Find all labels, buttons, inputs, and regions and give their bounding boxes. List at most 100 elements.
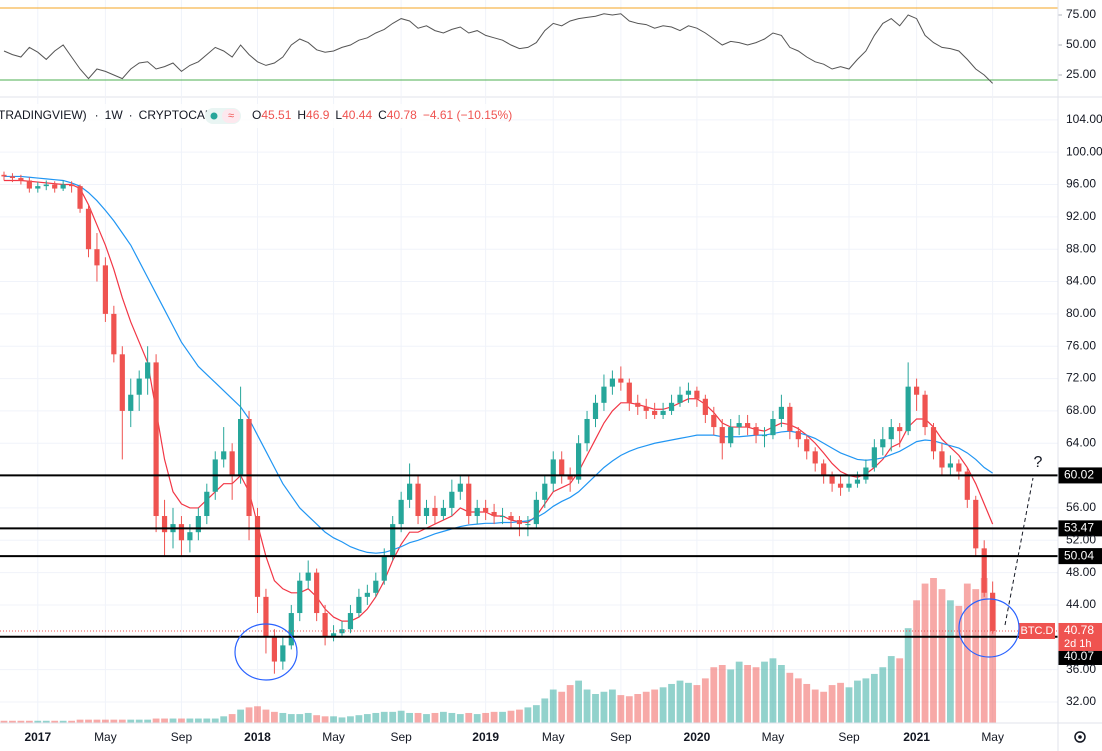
volume-bar (904, 628, 912, 723)
volume-bar (313, 715, 321, 723)
volume-bar (828, 685, 836, 723)
candle-body (804, 439, 810, 452)
candle-body (297, 580, 303, 614)
volume-bar (169, 718, 177, 723)
candle-body (483, 507, 489, 512)
legend-ohlc: O45.51 H46.9 L40.44 C40.78 −4.61 (−10.15%) (252, 108, 512, 122)
candle-body (77, 186, 83, 209)
candle-body (871, 447, 877, 468)
rsi-line (3, 13, 994, 84)
candle-body (102, 265, 108, 314)
candle-body (381, 556, 387, 581)
candle-body (846, 483, 852, 488)
candle-body (52, 184, 58, 189)
volume-bar (220, 716, 228, 723)
volume-bar (465, 712, 473, 723)
x-tick-label: 2020 (684, 730, 711, 744)
volume-bar (693, 685, 701, 723)
volume-bar (456, 714, 464, 723)
volume-bar (879, 667, 887, 723)
volume-bar (583, 689, 591, 723)
candle-body (356, 596, 362, 614)
candle-body (736, 423, 742, 428)
volume-bar (372, 712, 380, 723)
rsi-pane: 75.00 50.00 25.00 (0, 7, 1096, 84)
volume-bar (600, 691, 608, 723)
candle-body (305, 572, 311, 581)
volume-bar (499, 711, 506, 723)
candle-layer (1, 171, 996, 674)
y-tick-label: 76.00 (1066, 338, 1096, 352)
volume-bar (769, 658, 777, 723)
volume-bar (913, 600, 920, 723)
level-label: 53.47 (1064, 521, 1094, 535)
candle-body (854, 479, 861, 484)
volume-bar (355, 715, 363, 723)
candle-body (364, 592, 370, 597)
candle-body (238, 418, 244, 476)
candle-body (609, 378, 615, 387)
candle-body (719, 427, 725, 444)
sep: · (95, 108, 99, 122)
candle-body (990, 592, 996, 631)
volume-bar (558, 691, 566, 723)
candle-body (930, 427, 937, 452)
circle-annotation (958, 598, 1020, 658)
legend-symbol: (TRADINGVIEW) · 1W · CRYPTOCAP (0, 108, 213, 122)
candle-body (626, 382, 632, 403)
candle-body (778, 406, 784, 419)
candle-body (939, 451, 945, 468)
volume-bar (279, 712, 287, 723)
candle-body (685, 390, 692, 395)
candle-body (542, 483, 548, 500)
volume-bar (59, 720, 67, 723)
volume-bar (287, 714, 295, 723)
volume-bar (245, 707, 253, 723)
volume-bar (363, 714, 371, 723)
volume-bar (85, 719, 92, 723)
volume-bar (549, 689, 557, 723)
volume-bar (938, 589, 946, 723)
volume-bar (642, 691, 650, 723)
y-tick-label: 68.00 (1066, 403, 1096, 417)
volume-bar (110, 719, 118, 723)
volume-bar (845, 687, 853, 723)
candle-body (373, 580, 379, 593)
volume-bar (575, 680, 582, 723)
candle-body (787, 406, 793, 432)
candle-body (161, 516, 168, 533)
volume-bar (778, 665, 785, 723)
x-tick-label: Sep (171, 730, 193, 744)
candle-body (702, 398, 708, 415)
candle-body (677, 394, 683, 403)
candle-body (567, 475, 573, 480)
volume-bar (440, 711, 447, 723)
candle-body (897, 427, 903, 432)
volume-bar (380, 711, 388, 723)
candle-body (449, 491, 455, 508)
exchange: CRYPTOCAP (139, 108, 213, 122)
volume-bar (609, 689, 616, 723)
candle-body (474, 507, 480, 517)
volume-bar (135, 719, 143, 723)
volume-bar (118, 719, 126, 723)
candle-body (508, 516, 514, 521)
dashed-projection (1004, 477, 1034, 626)
x-tick-label: May (981, 730, 1004, 744)
volume-bar (803, 683, 811, 723)
candle-body (660, 410, 666, 415)
candle-body (745, 423, 751, 428)
candle-body (947, 463, 953, 468)
circle-annotation (234, 623, 298, 681)
symbol-tag-label: BTC.D (1021, 625, 1054, 637)
candle-body (145, 362, 151, 379)
candle-body (347, 613, 354, 630)
volume-bar (701, 678, 709, 723)
ohlc-key: O (252, 108, 261, 122)
candle-body (956, 463, 962, 472)
volume-bar (972, 589, 980, 723)
volume-bar (887, 656, 895, 723)
settings-icon[interactable] (1074, 731, 1086, 743)
volume-bar (448, 712, 456, 723)
